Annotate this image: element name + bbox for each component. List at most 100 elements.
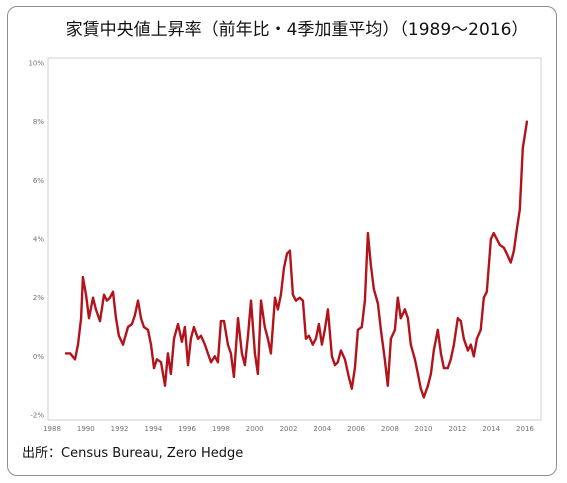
- data-point: [236, 317, 240, 320]
- chart-figure-frame: [7, 6, 557, 476]
- x-tick-label: 2002: [280, 425, 298, 433]
- data-point: [333, 364, 337, 367]
- data-point: [189, 337, 192, 340]
- data-point: [139, 317, 143, 320]
- data-point: [498, 243, 501, 246]
- data-point: [243, 364, 246, 367]
- data-point: [133, 314, 136, 317]
- data-point: [429, 372, 432, 375]
- data-point: [301, 299, 304, 302]
- data-point: [279, 293, 282, 296]
- data-point: [206, 352, 209, 355]
- data-point: [117, 334, 120, 337]
- data-point: [288, 249, 291, 252]
- x-tick-label: 2008: [381, 425, 399, 433]
- data-point: [273, 296, 277, 299]
- data-point: [459, 320, 462, 323]
- data-point: [69, 352, 72, 355]
- data-point: [369, 264, 372, 267]
- data-point: [76, 343, 80, 346]
- data-point: [314, 337, 317, 340]
- data-point: [259, 299, 263, 302]
- data-point: [393, 328, 396, 331]
- data-point: [466, 349, 469, 352]
- source-note: 出所：Census Bureau, Zero Hedge: [22, 446, 244, 461]
- data-point: [226, 343, 229, 346]
- data-point: [232, 375, 235, 378]
- data-point: [343, 358, 346, 361]
- data-point: [291, 293, 294, 296]
- data-point: [196, 337, 200, 340]
- data-point: [246, 334, 250, 337]
- plot-area: [47, 57, 542, 421]
- data-point: [240, 352, 243, 355]
- data-point: [249, 299, 253, 302]
- data-point: [347, 375, 350, 378]
- data-point: [509, 261, 512, 264]
- data-point: [253, 352, 256, 355]
- x-axis-tick-labels: 1988 1990 1992 1994 1996 1998 2000 2002 2004 2006…: [43, 425, 534, 433]
- data-point: [422, 396, 425, 399]
- data-point: [276, 308, 279, 311]
- data-point: [479, 328, 482, 331]
- chart-title: 家賃中央値上昇率（前年比・4季加重平均）（1989～2016）: [65, 20, 529, 40]
- data-point: [472, 355, 475, 358]
- data-point: [502, 246, 505, 249]
- data-point: [180, 340, 183, 343]
- data-point: [142, 325, 145, 329]
- data-point: [512, 249, 516, 252]
- data-point: [111, 290, 115, 293]
- data-point: [186, 364, 190, 367]
- data-point: [98, 320, 102, 323]
- data-point: [169, 372, 172, 375]
- y-tick-label: 10%: [28, 60, 44, 68]
- data-point: [146, 328, 150, 331]
- data-point: [304, 337, 307, 340]
- data-point: [282, 267, 285, 270]
- data-point: [336, 361, 339, 364]
- data-point: [376, 302, 379, 305]
- data-point: [363, 299, 366, 302]
- data-point: [269, 352, 272, 355]
- data-point: [356, 328, 359, 331]
- data-point: [229, 352, 232, 355]
- data-point: [266, 337, 269, 340]
- data-point: [518, 208, 521, 211]
- data-point: [419, 387, 422, 390]
- data-point: [311, 343, 314, 346]
- data-point: [81, 276, 84, 279]
- data-point: [360, 325, 363, 329]
- x-tick-label: 2010: [415, 425, 433, 433]
- y-tick-label: 2%: [33, 294, 44, 302]
- data-point: [294, 299, 297, 302]
- data-point: [326, 308, 329, 311]
- data-point: [330, 355, 333, 358]
- data-point: [489, 237, 492, 241]
- data-point: [209, 361, 213, 364]
- data-point: [285, 252, 289, 255]
- data-point: [199, 334, 203, 337]
- data-point: [485, 290, 488, 293]
- x-tick-label: 1998: [212, 425, 230, 433]
- data-point: [183, 325, 186, 329]
- data-point: [416, 372, 419, 375]
- data-point: [126, 325, 130, 329]
- series-line: [64, 120, 529, 399]
- data-point: [456, 317, 459, 320]
- data-point: [192, 325, 195, 329]
- data-point: [121, 343, 125, 346]
- data-point: [317, 323, 320, 326]
- data-point: [91, 296, 95, 299]
- data-point: [298, 296, 301, 299]
- data-point: [475, 337, 478, 340]
- data-point: [155, 358, 158, 361]
- x-tick-label: 1992: [111, 425, 129, 433]
- y-tick-label: 4%: [33, 236, 44, 244]
- data-point: [442, 367, 445, 370]
- data-point: [80, 317, 83, 320]
- data-point: [64, 352, 68, 355]
- data-point: [163, 384, 167, 387]
- x-tick-label: 1994: [144, 425, 162, 433]
- data-point: [409, 343, 412, 346]
